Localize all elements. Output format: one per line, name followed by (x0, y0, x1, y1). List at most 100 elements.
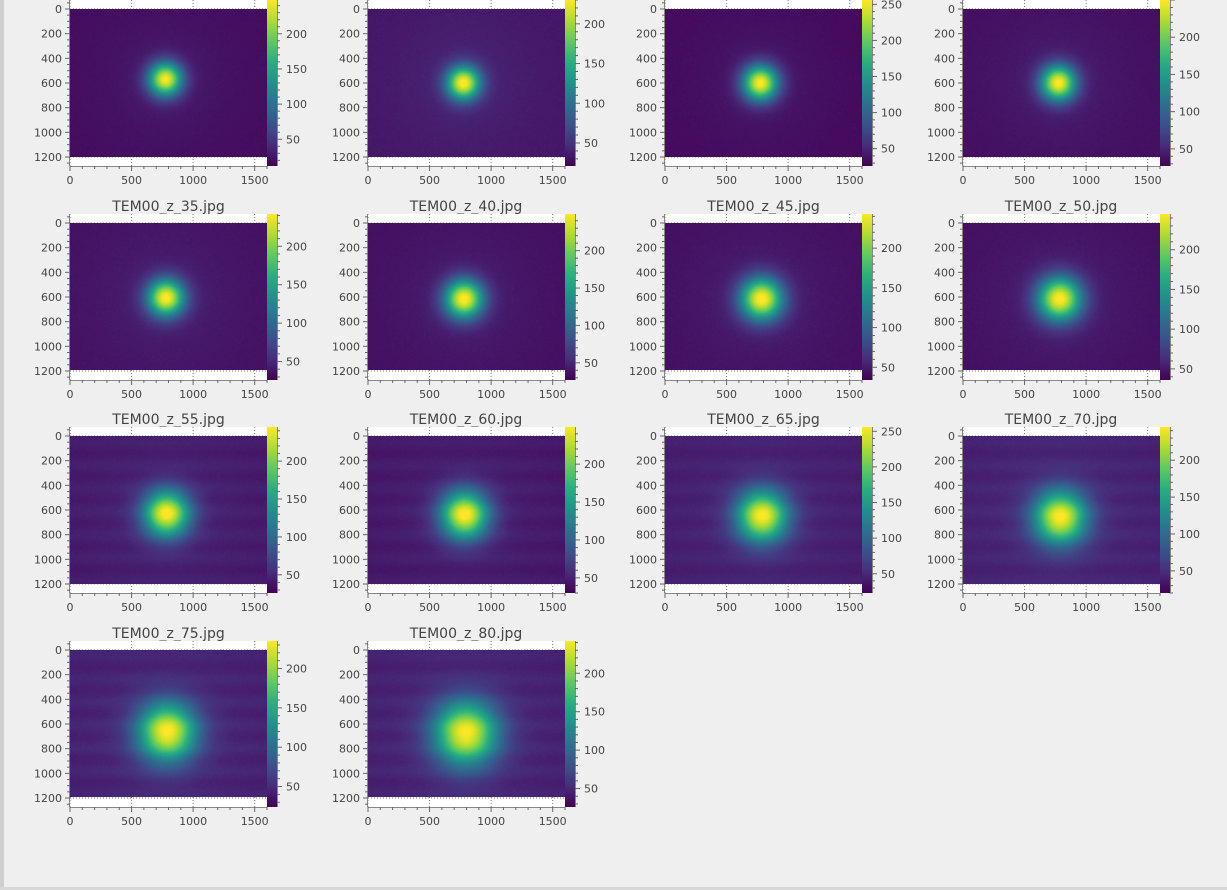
colorbar-tick-label: 100 (286, 98, 307, 111)
x-tick-label: 0 (67, 601, 74, 614)
x-tick-label: 500 (716, 388, 737, 401)
colorbar-tick-label: 50 (1179, 565, 1193, 578)
y-tick-label: 1200 (332, 364, 360, 377)
y-tick-label: 1200 (332, 578, 360, 591)
x-tick-label: 1500 (538, 815, 566, 828)
colorbar-tick-label: 200 (584, 667, 605, 680)
colorbar-tick-label: 50 (286, 355, 300, 368)
subplot: TEM00_z_45.jpg 0 500 1000 1500 0 200 400 600 800 1… (595, 199, 902, 427)
y-tick-label: 800 (934, 529, 955, 542)
y-tick-label: 200 (934, 28, 955, 41)
y-tick-label: 400 (934, 266, 955, 279)
colorbar-tick-label: 50 (881, 361, 895, 374)
axes-frame-layer: 0 500 1000 1500 0 200 400 600 800 1000 1200 50 100 15… (927, 0, 1200, 187)
subplot-title: TEM00_z_80.jpg (409, 625, 523, 642)
y-tick-label: 0 (948, 3, 955, 16)
colorbar-tick-label: 150 (1179, 68, 1200, 81)
y-tick-label: 0 (948, 217, 955, 230)
x-tick-label: 500 (121, 815, 142, 828)
x-tick-label: 0 (364, 174, 371, 187)
axes-frame-layer: 0 500 1000 1500 0 200 400 600 800 1000 1200 50 100 15… (332, 0, 605, 187)
colorbar-tick-label: 50 (286, 780, 300, 793)
colorbar-tick-label: 50 (1179, 362, 1193, 375)
colorbar (1159, 427, 1170, 593)
y-tick-label: 800 (636, 315, 657, 328)
colorbar-tick-label: 50 (881, 568, 895, 581)
colorbar (1159, 213, 1170, 380)
subplot-title: TEM00_z_75.jpg (112, 625, 225, 642)
axes-frame-layer: 0 500 1000 1500 0 200 400 600 800 1000 1200 50 100 15… (34, 640, 307, 828)
colorbar-tick-label: 200 (881, 242, 902, 255)
axes-frame-layer: 0 500 1000 1500 0 200 400 600 800 1000 1200 50 100 15… (629, 425, 902, 614)
colorbar-tick-label: 200 (584, 244, 605, 257)
colorbar (564, 213, 575, 380)
colorbar (267, 0, 277, 166)
x-tick-label: 500 (121, 174, 142, 187)
x-tick-label: 1500 (241, 601, 269, 614)
y-tick-label: 200 (636, 241, 657, 254)
x-tick-label: 1000 (477, 388, 505, 401)
colorbar-tick-label: 200 (881, 34, 902, 47)
x-tick-label: 500 (1014, 388, 1035, 401)
colorbar (1159, 0, 1170, 166)
colorbar (564, 427, 575, 593)
y-tick-label: 0 (55, 3, 62, 16)
x-tick-label: 1000 (1072, 388, 1100, 401)
subplot: TEM00_z_60.jpg 0 500 1000 1500 0 200 400 600 800 1… (298, 412, 605, 640)
y-tick-label: 400 (934, 52, 955, 65)
x-tick-label: 1500 (836, 601, 864, 614)
colorbar (564, 640, 575, 807)
y-tick-label: 200 (339, 455, 360, 468)
axes-frame-layer: 0 500 1000 1500 0 200 400 600 800 1000 1200 50 100 15… (629, 0, 902, 187)
subplot: TEM00_z_23.jpg05001000150002004006008001… (595, 0, 902, 213)
y-tick-label: 200 (934, 455, 955, 468)
x-tick-label: 500 (716, 601, 737, 614)
x-tick-label: 1500 (241, 174, 269, 187)
colorbar-tick-label: 250 (881, 0, 902, 11)
subplot: TEM00_z_80.jpg 0 500 1000 1500 0 200 400 600 800 1… (298, 626, 605, 854)
y-tick-label: 1000 (629, 126, 657, 139)
subplot-title: TEM00_z_65.jpg (707, 412, 820, 428)
beam-image (70, 436, 267, 584)
colorbar-tick-label: 150 (584, 496, 605, 509)
y-tick-label: 800 (934, 102, 955, 115)
y-tick-label: 600 (934, 77, 955, 90)
colorbar-tick-label: 100 (286, 317, 307, 330)
y-tick-label: 200 (636, 455, 657, 468)
colorbar-tick-label: 150 (584, 58, 605, 71)
colorbar-tick-label: 200 (1179, 454, 1200, 467)
beam-image (70, 649, 267, 798)
y-tick-label: 0 (55, 217, 62, 230)
y-tick-label: 600 (339, 77, 360, 90)
y-tick-label: 800 (339, 102, 360, 115)
x-tick-label: 500 (1014, 174, 1035, 187)
subplot-title: TEM00_z_35.jpg (112, 198, 225, 215)
y-tick-label: 200 (41, 455, 62, 468)
x-tick-label: 0 (959, 601, 966, 614)
x-tick-label: 500 (419, 815, 440, 828)
subplot-title: TEM00_z_40.jpg (409, 198, 523, 215)
y-tick-label: 1000 (34, 340, 62, 353)
y-tick-label: 1000 (927, 553, 955, 566)
y-tick-label: 0 (353, 430, 360, 443)
x-tick-label: 0 (959, 174, 966, 187)
x-tick-label: 0 (364, 388, 371, 401)
y-tick-label: 400 (636, 52, 657, 65)
x-tick-label: 0 (67, 174, 74, 187)
y-tick-label: 1200 (629, 364, 657, 377)
y-tick-label: 800 (636, 529, 657, 542)
colorbar-tick-label: 100 (584, 534, 605, 547)
y-tick-label: 600 (339, 718, 360, 731)
colorbar-tick-label: 200 (584, 18, 605, 31)
colorbar-tick-label: 250 (881, 425, 902, 438)
window-left-edge (0, 0, 4, 890)
subplot: TEM00_z_40.jpg 0 500 1000 1500 0 200 400 600 800 1… (298, 199, 605, 427)
y-tick-label: 200 (41, 28, 62, 41)
y-tick-label: 200 (339, 668, 360, 681)
y-tick-label: 1000 (332, 126, 360, 139)
y-tick-label: 800 (636, 102, 657, 115)
y-tick-label: 0 (948, 430, 955, 443)
beam-image (367, 649, 565, 798)
x-tick-label: 1000 (179, 815, 207, 828)
axes-frame-layer: 0 500 1000 1500 0 200 400 600 800 1000 1200 50 100 15… (629, 213, 902, 401)
